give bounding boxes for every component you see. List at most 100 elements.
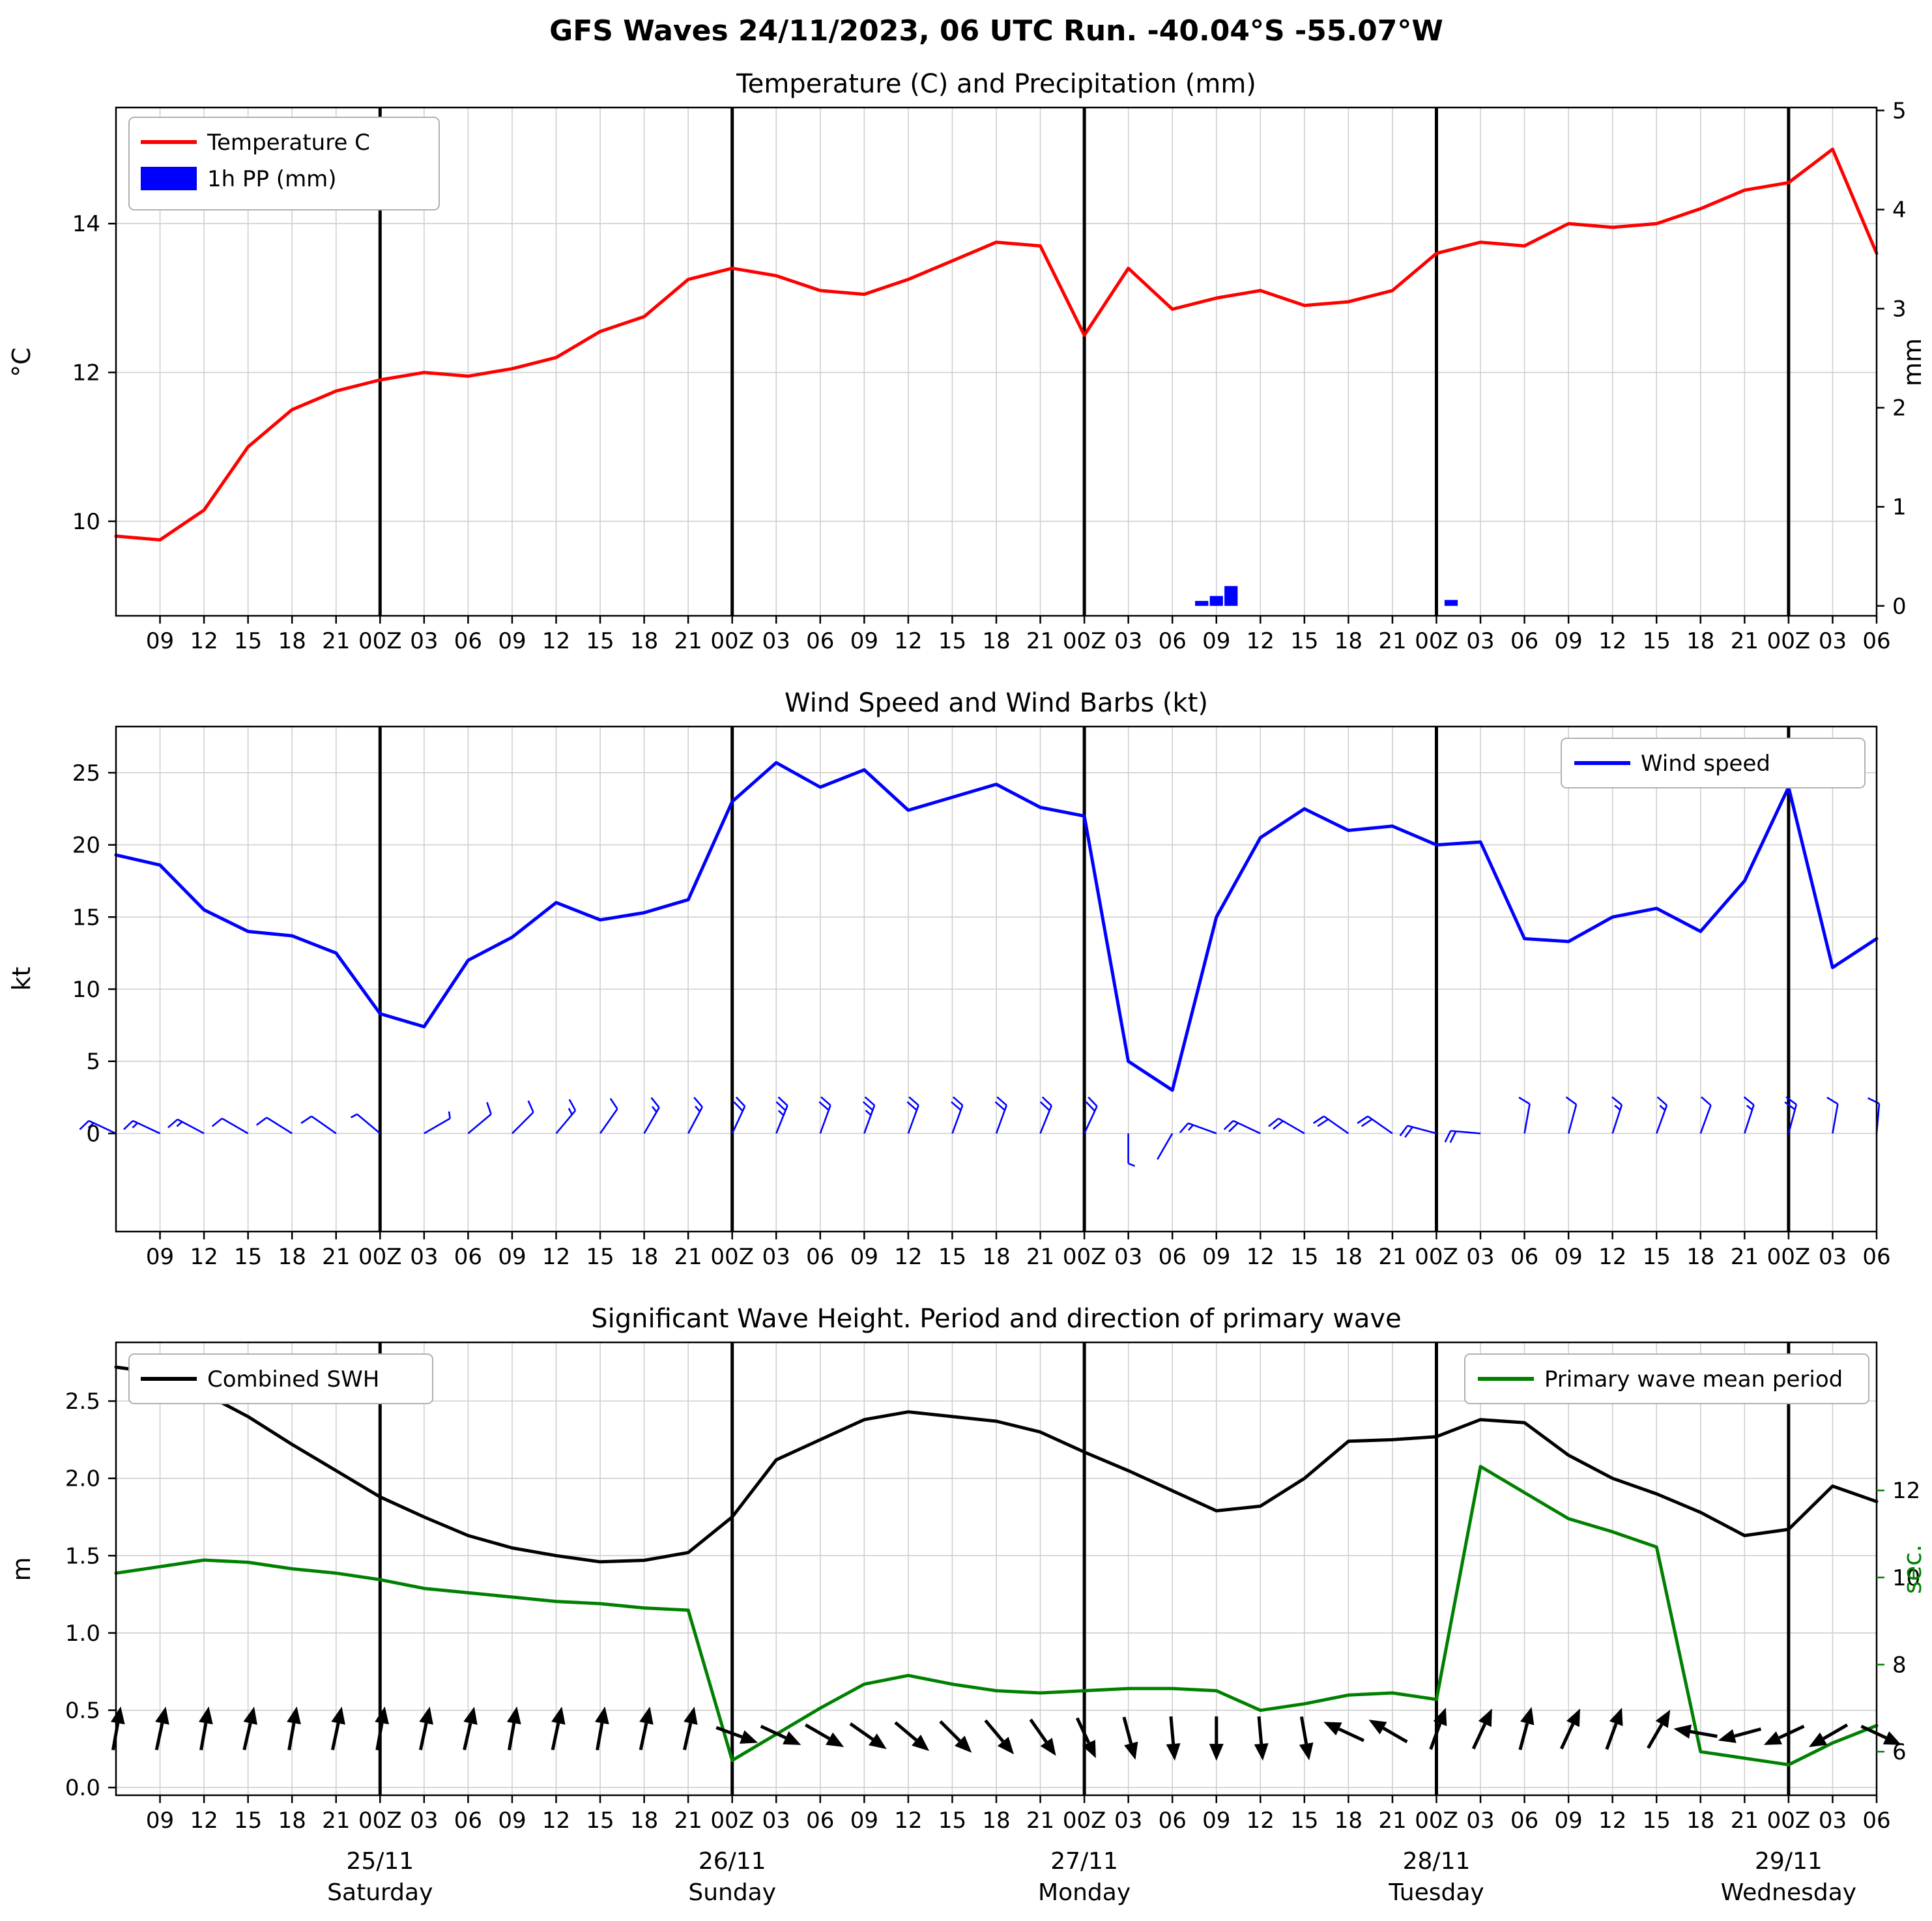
svg-text:Monday: Monday	[1038, 1879, 1131, 1906]
svg-text:18: 18	[982, 1244, 1010, 1270]
svg-text:03: 03	[762, 628, 790, 654]
svg-text:03: 03	[762, 1808, 790, 1834]
svg-text:12: 12	[542, 628, 570, 654]
svg-text:0: 0	[86, 1121, 100, 1147]
svg-text:15: 15	[938, 1244, 966, 1270]
svg-text:15: 15	[1290, 1808, 1318, 1834]
svg-text:20: 20	[72, 833, 100, 859]
svg-text:09: 09	[1202, 1244, 1230, 1270]
svg-text:21: 21	[322, 1244, 350, 1270]
svg-text:12: 12	[190, 1808, 218, 1834]
svg-text:03: 03	[1114, 1808, 1142, 1834]
precip-y-axis-label: mm	[1898, 338, 1927, 386]
svg-text:12: 12	[1598, 1244, 1626, 1270]
svg-text:03: 03	[1114, 628, 1142, 654]
svg-text:14: 14	[72, 211, 100, 237]
svg-text:12: 12	[1598, 1808, 1626, 1834]
svg-text:12: 12	[542, 1808, 570, 1834]
svg-text:09: 09	[1202, 1808, 1230, 1834]
svg-text:09: 09	[498, 1808, 526, 1834]
svg-text:12: 12	[190, 628, 218, 654]
figure-title: GFS Waves 24/11/2023, 06 UTC Run. -40.04…	[549, 14, 1443, 48]
svg-text:18: 18	[1686, 1808, 1714, 1834]
svg-text:18: 18	[630, 628, 658, 654]
svg-text:21: 21	[1731, 628, 1759, 654]
svg-text:06: 06	[1862, 628, 1890, 654]
svg-text:21: 21	[1731, 1808, 1759, 1834]
svg-text:00Z: 00Z	[1415, 1808, 1458, 1834]
svg-text:12: 12	[190, 1244, 218, 1270]
svg-text:12: 12	[72, 360, 100, 386]
svg-text:00Z: 00Z	[358, 1808, 402, 1834]
svg-text:0.0: 0.0	[65, 1775, 100, 1801]
svg-text:15: 15	[586, 1244, 614, 1270]
svg-text:09: 09	[146, 1808, 174, 1834]
svg-text:09: 09	[1202, 628, 1230, 654]
svg-text:18: 18	[630, 1244, 658, 1270]
svg-text:4: 4	[1892, 197, 1907, 224]
svg-text:21: 21	[1026, 628, 1054, 654]
svg-text:06: 06	[1862, 1808, 1890, 1834]
svg-text:12: 12	[894, 1808, 922, 1834]
svg-text:Saturday: Saturday	[327, 1879, 433, 1906]
svg-text:00Z: 00Z	[1767, 1808, 1811, 1834]
svg-text:0.5: 0.5	[65, 1698, 100, 1724]
svg-text:15: 15	[938, 1808, 966, 1834]
svg-text:28/11: 28/11	[1403, 1848, 1471, 1875]
svg-text:00Z: 00Z	[710, 628, 754, 654]
svg-text:00Z: 00Z	[1063, 1808, 1106, 1834]
svg-text:0: 0	[1892, 594, 1907, 620]
svg-text:15: 15	[586, 628, 614, 654]
svg-text:00Z: 00Z	[1767, 1244, 1811, 1270]
svg-text:03: 03	[1819, 1244, 1847, 1270]
data-layer	[79, 147, 1902, 1767]
svg-text:Sunday: Sunday	[688, 1879, 776, 1906]
svg-text:18: 18	[278, 1244, 306, 1270]
svg-text:09: 09	[1555, 1244, 1583, 1270]
svg-text:18: 18	[278, 1808, 306, 1834]
svg-text:21: 21	[674, 1808, 702, 1834]
axes-layer: 09 12 15 18 21 00Z 03 06 09 12 15 18 21 00Z 03 06 09 12 15…	[65, 98, 1920, 1906]
svg-text:00Z: 00Z	[710, 1808, 754, 1834]
svg-text:06: 06	[806, 1244, 834, 1270]
svg-text:03: 03	[1466, 628, 1494, 654]
svg-text:3: 3	[1892, 296, 1907, 323]
precip-bar-swatch	[141, 167, 197, 190]
svg-text:8: 8	[1892, 1653, 1907, 1679]
svg-text:06: 06	[454, 628, 482, 654]
svg-text:06: 06	[1510, 1244, 1538, 1270]
svg-text:21: 21	[322, 1808, 350, 1834]
svg-text:12: 12	[894, 628, 922, 654]
svg-text:09: 09	[498, 628, 526, 654]
legend-box	[1464, 1353, 1869, 1404]
svg-text:15: 15	[938, 628, 966, 654]
svg-text:12: 12	[1892, 1478, 1920, 1504]
svg-text:21: 21	[1378, 628, 1406, 654]
svg-text:06: 06	[806, 628, 834, 654]
svg-text:06: 06	[1159, 1244, 1187, 1270]
temp-panel-title: Temperature (C) and Precipitation (mm)	[736, 69, 1256, 99]
period-legend: Primary wave mean period	[1464, 1353, 1869, 1404]
svg-text:06: 06	[1510, 628, 1538, 654]
svg-text:18: 18	[1334, 628, 1362, 654]
svg-text:10: 10	[1892, 1565, 1920, 1591]
svg-text:18: 18	[278, 628, 306, 654]
svg-text:15: 15	[1290, 1244, 1318, 1270]
wave-period-y-axis-label: sec.	[1898, 1544, 1927, 1594]
wave-panel-title: Significant Wave Height. Period and dire…	[591, 1304, 1401, 1334]
svg-text:5: 5	[86, 1049, 100, 1075]
svg-text:10: 10	[72, 509, 100, 535]
svg-text:12: 12	[1247, 1808, 1275, 1834]
wind-legend: Wind speed	[1561, 738, 1866, 788]
svg-text:03: 03	[410, 1808, 438, 1834]
svg-text:06: 06	[454, 1244, 482, 1270]
svg-text:12: 12	[1598, 628, 1626, 654]
legend-box	[1561, 738, 1866, 788]
svg-text:21: 21	[674, 1244, 702, 1270]
grid-layer	[116, 108, 1877, 1795]
svg-text:Wednesday: Wednesday	[1721, 1879, 1856, 1906]
svg-text:2.5: 2.5	[65, 1389, 100, 1415]
svg-text:09: 09	[850, 628, 878, 654]
wind-legend-label: Wind speed	[1641, 751, 1770, 777]
